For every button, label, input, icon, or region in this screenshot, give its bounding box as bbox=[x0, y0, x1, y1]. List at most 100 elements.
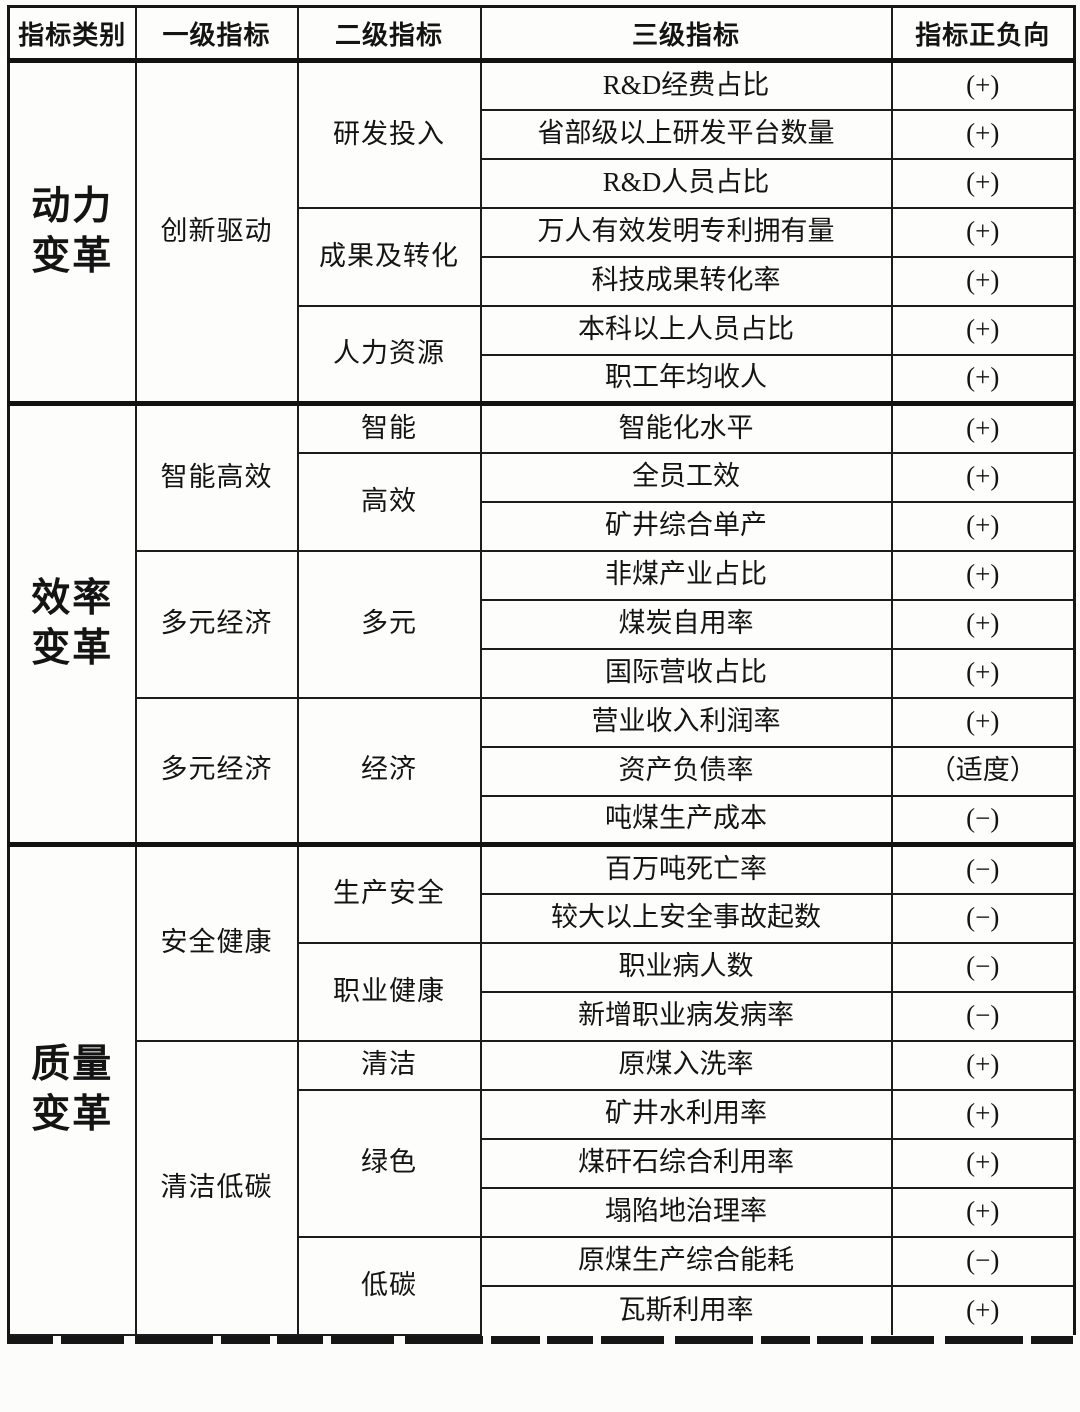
table-row: 科技成果转化率 (+) bbox=[9, 255, 1076, 307]
table-row: 多元经济 多元 非煤产业占比 (+) bbox=[9, 549, 1076, 699]
level2-cell: 研发投入 bbox=[296, 58, 482, 209]
table-row: 煤炭自用率 (+) bbox=[9, 598, 1076, 650]
level1-cell: 清洁低碳 bbox=[134, 1039, 299, 1336]
table-row: 职业健康 职业病人数 (−) bbox=[9, 941, 1076, 1042]
indicator-cell: 省部级以上研发平台数量 bbox=[479, 108, 893, 160]
header-direction: 指标正负向 bbox=[890, 5, 1076, 63]
direction-cell: (+) bbox=[890, 255, 1076, 307]
direction-cell: (+) bbox=[890, 206, 1076, 258]
direction-cell: (+) bbox=[890, 108, 1076, 160]
table-row: 资产负债率 （适度） bbox=[9, 745, 1076, 797]
direction-cell: (−) bbox=[890, 794, 1076, 846]
indicator-cell: R&D人员占比 bbox=[479, 157, 893, 209]
direction-cell: (+) bbox=[890, 401, 1076, 454]
indicator-cell: 国际营收占比 bbox=[479, 647, 893, 699]
table-row: 绿色 矿井水利用率 (+) bbox=[9, 1088, 1076, 1238]
direction-cell: (+) bbox=[890, 353, 1076, 405]
indicator-cell: 吨煤生产成本 bbox=[479, 794, 893, 846]
level2-cell: 低碳 bbox=[296, 1235, 482, 1336]
level2-cell: 经济 bbox=[296, 696, 482, 846]
indicator-cell: R&D经费占比 bbox=[479, 58, 893, 111]
level2-cell: 清洁 bbox=[296, 1039, 482, 1091]
direction-cell: (−) bbox=[890, 1235, 1076, 1287]
table-row: 塌陷地治理率 (+) bbox=[9, 1186, 1076, 1238]
direction-cell: (+) bbox=[890, 451, 1076, 503]
direction-cell: （适度） bbox=[890, 745, 1076, 797]
level1-cell: 多元经济 bbox=[134, 549, 299, 699]
level2-cell: 生产安全 bbox=[296, 842, 482, 944]
level2-cell: 人力资源 bbox=[296, 304, 482, 405]
direction-cell: (+) bbox=[890, 598, 1076, 650]
table-row: 国际营收占比 (+) bbox=[9, 647, 1076, 699]
indicator-cell: 矿井水利用率 bbox=[479, 1088, 893, 1140]
indicator-cell: 百万吨死亡率 bbox=[479, 842, 893, 895]
indicator-cell: 新增职业病发病率 bbox=[479, 990, 893, 1042]
indicator-cell: 煤矸石综合利用率 bbox=[479, 1137, 893, 1189]
level2-cell: 智能 bbox=[296, 401, 482, 454]
table-row: 较大以上安全事故起数 (−) bbox=[9, 892, 1076, 944]
table-row: 新增职业病发病率 (−) bbox=[9, 990, 1076, 1042]
indicator-cell: 非煤产业占比 bbox=[479, 549, 893, 601]
level1-cell: 多元经济 bbox=[134, 696, 299, 846]
direction-cell: (+) bbox=[890, 1284, 1076, 1335]
indicator-cell: 营业收入利润率 bbox=[479, 696, 893, 748]
indicator-cell: 原煤入洗率 bbox=[479, 1039, 893, 1091]
indicator-cell: 较大以上安全事故起数 bbox=[479, 892, 893, 944]
table-row: 成果及转化 万人有效发明专利拥有量 (+) bbox=[9, 206, 1076, 307]
level2-cell: 绿色 bbox=[296, 1088, 482, 1238]
direction-cell: (+) bbox=[890, 1039, 1076, 1091]
table-row: R&D人员占比 (+) bbox=[9, 157, 1076, 209]
direction-cell: (+) bbox=[890, 1186, 1076, 1238]
category-cell: 动力变革 bbox=[7, 58, 137, 405]
category-label: 动力变革 bbox=[31, 185, 114, 278]
indicator-cell: 本科以上人员占比 bbox=[479, 304, 893, 356]
table-row: 人力资源 本科以上人员占比 (+) bbox=[9, 304, 1076, 405]
table-row: 效率变革 智能高效 智能 智能化水平 (+) bbox=[7, 401, 1076, 846]
category-cell: 质量变革 bbox=[7, 842, 137, 1336]
indicator-cell: 职业病人数 bbox=[479, 941, 893, 993]
table-row: 多元经济 经济 营业收入利润率 (+) bbox=[9, 696, 1076, 846]
indicator-cell: 资产负债率 bbox=[479, 745, 893, 797]
direction-cell: (+) bbox=[890, 1137, 1076, 1189]
direction-cell: (+) bbox=[890, 1088, 1076, 1140]
level1-cell: 智能高效 bbox=[134, 401, 299, 552]
level2-cell: 高效 bbox=[296, 451, 482, 552]
direction-cell: (+) bbox=[890, 304, 1076, 356]
category-label: 质量变革 bbox=[31, 1043, 114, 1137]
level1-cell: 创新驱动 bbox=[134, 58, 299, 405]
direction-cell: (−) bbox=[890, 990, 1076, 1042]
indicator-cell: 全员工效 bbox=[479, 451, 893, 503]
table-row: 吨煤生产成本 (−) bbox=[9, 794, 1076, 846]
indicator-cell: 瓦斯利用率 bbox=[479, 1284, 893, 1335]
scan-edge-artifact bbox=[7, 1335, 1073, 1344]
table-row: 质量变革 安全健康 生产安全 百万吨死亡率 (−) bbox=[7, 842, 1076, 1336]
table-row: 低碳 原煤生产综合能耗 (−) bbox=[9, 1235, 1076, 1336]
indicator-cell: 煤炭自用率 bbox=[479, 598, 893, 650]
direction-cell: (−) bbox=[890, 941, 1076, 993]
level2-cell: 多元 bbox=[296, 549, 482, 699]
table-row: 职工年均收人 (+) bbox=[9, 353, 1076, 405]
table-row: 动力变革 创新驱动 研发投入 R&D经费占比 (+) bbox=[7, 58, 1076, 405]
header-level2: 二级指标 bbox=[296, 5, 482, 63]
header-level1: 一级指标 bbox=[134, 5, 299, 63]
direction-cell: (+) bbox=[890, 157, 1076, 209]
direction-cell: (+) bbox=[890, 696, 1076, 748]
level2-cell: 成果及转化 bbox=[296, 206, 482, 307]
level1-cell: 安全健康 bbox=[134, 842, 299, 1042]
direction-cell: (+) bbox=[890, 500, 1076, 552]
indicator-cell: 科技成果转化率 bbox=[479, 255, 893, 307]
direction-cell: (−) bbox=[890, 842, 1076, 895]
indicator-cell: 智能化水平 bbox=[479, 401, 893, 454]
table-row: 高效 全员工效 (+) bbox=[9, 451, 1076, 552]
category-cell: 效率变革 bbox=[7, 401, 137, 846]
direction-cell: (+) bbox=[890, 58, 1076, 111]
table-row: 清洁低碳 清洁 原煤入洗率 (+) bbox=[9, 1039, 1076, 1336]
direction-cell: (−) bbox=[890, 892, 1076, 944]
category-label: 效率变革 bbox=[31, 577, 114, 670]
level2-cell: 职业健康 bbox=[296, 941, 482, 1042]
indicator-cell: 职工年均收人 bbox=[479, 353, 893, 405]
header-category: 指标类别 bbox=[7, 5, 137, 63]
direction-cell: (+) bbox=[890, 549, 1076, 601]
direction-cell: (+) bbox=[890, 647, 1076, 699]
